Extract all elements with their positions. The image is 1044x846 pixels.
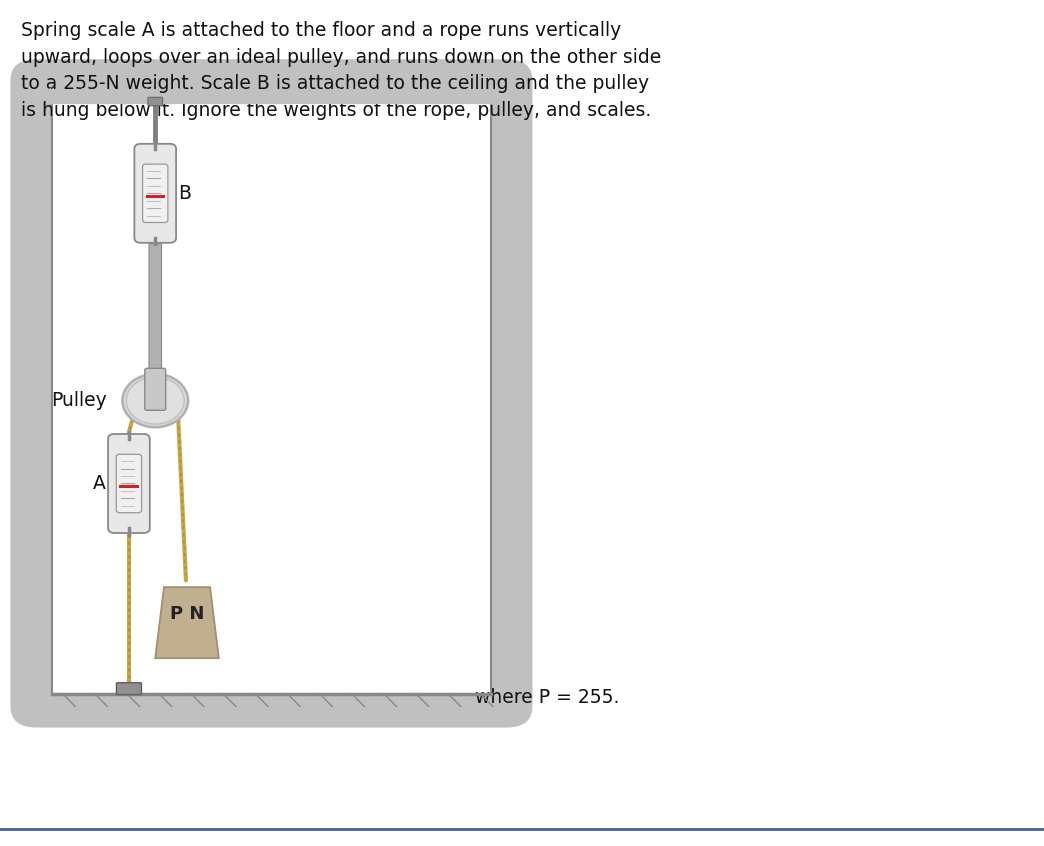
Text: Spring scale A is attached to the floor and a rope runs vertically
upward, loops: Spring scale A is attached to the floor … [21,21,661,119]
FancyBboxPatch shape [135,144,176,243]
Text: P N: P N [170,605,205,624]
Text: A: A [93,474,106,493]
Text: where P = 255.: where P = 255. [475,689,619,707]
Polygon shape [156,587,219,658]
FancyBboxPatch shape [145,368,166,410]
FancyBboxPatch shape [108,434,150,533]
FancyBboxPatch shape [148,97,163,106]
Text: B: B [179,184,191,203]
FancyBboxPatch shape [117,683,142,695]
FancyBboxPatch shape [149,244,162,402]
Circle shape [126,377,184,424]
Circle shape [148,395,163,406]
Circle shape [152,398,158,403]
FancyBboxPatch shape [143,164,168,222]
FancyBboxPatch shape [52,102,491,694]
FancyBboxPatch shape [10,59,532,728]
Text: Pulley: Pulley [51,391,106,410]
Circle shape [122,374,188,427]
FancyBboxPatch shape [116,454,142,513]
